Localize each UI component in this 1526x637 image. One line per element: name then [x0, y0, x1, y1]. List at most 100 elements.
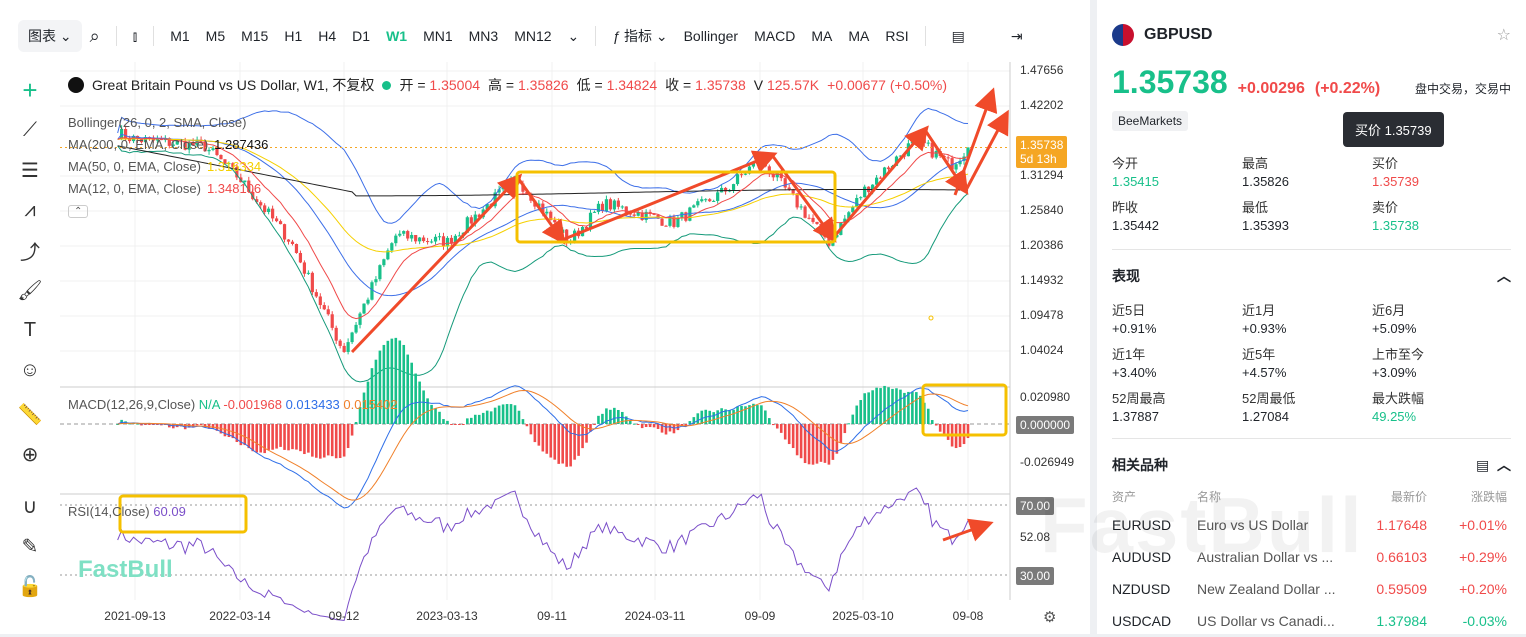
timeframe-d1[interactable]: D1 — [352, 28, 371, 44]
chevron-down-icon[interactable]: ⌄ — [567, 27, 580, 44]
timeframe-h1[interactable]: H1 — [284, 28, 303, 44]
timeframe-mn3[interactable]: MN3 — [468, 28, 499, 44]
brush-icon[interactable]: 🖌 — [17, 279, 43, 302]
low-value: 1.34824 — [606, 77, 658, 93]
macd-axis-bottom: -0.026949 — [1020, 455, 1075, 469]
candle-body — [171, 144, 175, 146]
related-row[interactable]: AUDUSD Australian Dollar vs ... 0.66103 +0.… — [1112, 541, 1511, 573]
candle-body — [743, 173, 748, 175]
related-row[interactable]: EURUSD Euro vs US Dollar 1.17648 +0.01% — [1112, 509, 1511, 541]
macd-histogram-bar — [732, 409, 735, 424]
perf-label: 近6月 — [1372, 303, 1406, 318]
lock-icon[interactable]: 🔓 — [17, 575, 43, 598]
macd-histogram-bar — [581, 424, 584, 449]
macd-histogram-bar — [760, 405, 763, 424]
timeframe-w1[interactable]: W1 — [386, 28, 408, 44]
candle-body — [203, 141, 207, 152]
related-row[interactable]: USDCAD US Dollar vs Canadi... 1.37984 -0.03… — [1112, 605, 1511, 637]
fib-icon[interactable]: ☰ — [21, 159, 39, 182]
broker-badge[interactable]: BeeMarkets — [1112, 111, 1189, 131]
chevron-up-icon[interactable]: ︿ — [1497, 457, 1511, 473]
star-icon[interactable]: ☆ — [1496, 27, 1511, 44]
chart-plot[interactable] — [0, 0, 1090, 634]
arrow-tool-icon[interactable]: ⤴ — [20, 241, 40, 264]
drawing-toolbar: + ⟋ ☰ ⩘ ⤴ 🖌 T ☺ 📏 ⊕ ∪ ✎ 🔓 — [0, 70, 60, 606]
quote-panel: GBPUSD ☆ 1.35738 +0.00296 (+0.22%) 盘中交易，… — [1097, 0, 1526, 634]
macd-histogram-bar — [545, 424, 549, 454]
timeframe-mn12[interactable]: MN12 — [514, 28, 552, 44]
indicator-bollinger[interactable]: Bollinger — [683, 28, 739, 44]
macd-histogram-bar — [966, 424, 970, 439]
related-row[interactable]: NZDUSD New Zealand Dollar ... 0.59509 +0.20… — [1112, 573, 1511, 605]
pattern-icon[interactable]: ⩘ — [24, 198, 36, 221]
macd-histogram-bar — [533, 424, 537, 443]
candlestick-icon[interactable]: ⫾ — [132, 27, 138, 44]
indicator-ma[interactable]: MA — [811, 28, 833, 44]
macd-hist-value: -0.001968 — [223, 397, 282, 412]
ma12-legend[interactable]: MA(12, 0, EMA, Close) 1.348106 — [68, 181, 261, 196]
macd-histogram-bar — [513, 405, 517, 424]
lock-draw-icon[interactable]: ✎ — [21, 535, 39, 558]
search-icon[interactable]: ⌕ — [89, 25, 100, 46]
annotation-arrow — [770, 154, 837, 243]
macd-histogram-bar — [549, 424, 553, 458]
related-header-row: 资产 名称 最新价 涨跌幅 — [1112, 483, 1511, 509]
candle-body — [847, 212, 851, 219]
candle-body — [425, 241, 430, 243]
performance-header[interactable]: 表现 ︿ — [1112, 266, 1511, 286]
candle-body — [708, 199, 712, 202]
bollinger-legend[interactable]: Bollinger(26, 0, 2, SMA, Close) — [68, 115, 246, 130]
candle-body — [652, 213, 656, 215]
candle-body — [267, 208, 271, 213]
stat-cell: 今开 1.35415 — [1112, 153, 1242, 189]
perf-cell: 52周最低 1.27084 — [1242, 388, 1372, 424]
text-icon[interactable]: T — [23, 318, 37, 341]
macd-histogram-bar — [819, 424, 823, 462]
magnet-icon[interactable]: ∪ — [22, 495, 38, 518]
settings-gear-icon[interactable]: ⚙ — [1043, 609, 1057, 626]
macd-histogram-bar — [438, 411, 441, 424]
chart-type-dropdown[interactable]: 图表 ⌄ — [18, 20, 82, 52]
timeframe-mn1[interactable]: MN1 — [423, 28, 453, 44]
candle-body — [724, 187, 728, 192]
timeframe-m15[interactable]: M15 — [241, 28, 269, 44]
bollinger-lower — [117, 145, 969, 383]
emoji-icon[interactable]: ☺ — [19, 358, 41, 381]
macd-histogram-bar — [708, 410, 712, 424]
chevron-up-icon[interactable]: ︿ — [1497, 268, 1511, 284]
layout-icon[interactable]: ▤ — [951, 27, 965, 44]
macd-histogram-bar — [271, 424, 274, 450]
time-axis-label: 09-08 — [952, 609, 984, 623]
stat-value: 1.35738 — [1372, 218, 1419, 233]
indicator-macd[interactable]: MACD — [754, 28, 796, 44]
macd-histogram-bar — [303, 424, 306, 455]
timeframe-h4[interactable]: H4 — [318, 28, 337, 44]
indicator-ma[interactable]: MA — [848, 28, 870, 44]
collapse-legend-button[interactable]: ⌃ — [68, 205, 89, 218]
timeframe-m5[interactable]: M5 — [205, 28, 226, 44]
indicators-button[interactable]: ƒ 指标 ⌄ — [612, 28, 668, 44]
macd-histogram-bar — [485, 410, 489, 424]
candle-body — [875, 177, 879, 185]
stat-value: 1.35826 — [1242, 174, 1289, 189]
volume-label: V — [753, 77, 764, 93]
macd-histogram-bar — [541, 424, 545, 452]
zoom-in-icon[interactable]: ⊕ — [21, 443, 39, 466]
trendline-icon[interactable]: ⟋ — [23, 118, 37, 141]
macd-histogram-bar — [346, 424, 350, 449]
ma50-legend[interactable]: MA(50, 0, EMA, Close) 1.316334 — [68, 159, 261, 174]
crosshair-icon[interactable]: + — [22, 74, 38, 105]
macd-histogram-bar — [402, 344, 406, 424]
ruler-icon[interactable]: 📏 — [17, 403, 43, 426]
ma200-legend[interactable]: MA(200, 0, EMA, Close) 1.287436 — [68, 137, 268, 152]
last-price: 1.35738 — [1112, 64, 1228, 100]
list-icon[interactable]: ▤ — [1475, 457, 1490, 473]
indicator-rsi[interactable]: RSI — [885, 28, 909, 44]
candle-body — [123, 129, 128, 139]
low-label: 低 = — [576, 77, 603, 93]
timeframe-m1[interactable]: M1 — [170, 28, 190, 44]
fullscreen-exit-icon[interactable]: ⇥ — [1010, 27, 1023, 44]
indicator-shortcuts: Bollinger MACD MA MA RSI — [676, 28, 917, 44]
candle-body — [799, 206, 803, 208]
annotation-box — [118, 494, 248, 534]
